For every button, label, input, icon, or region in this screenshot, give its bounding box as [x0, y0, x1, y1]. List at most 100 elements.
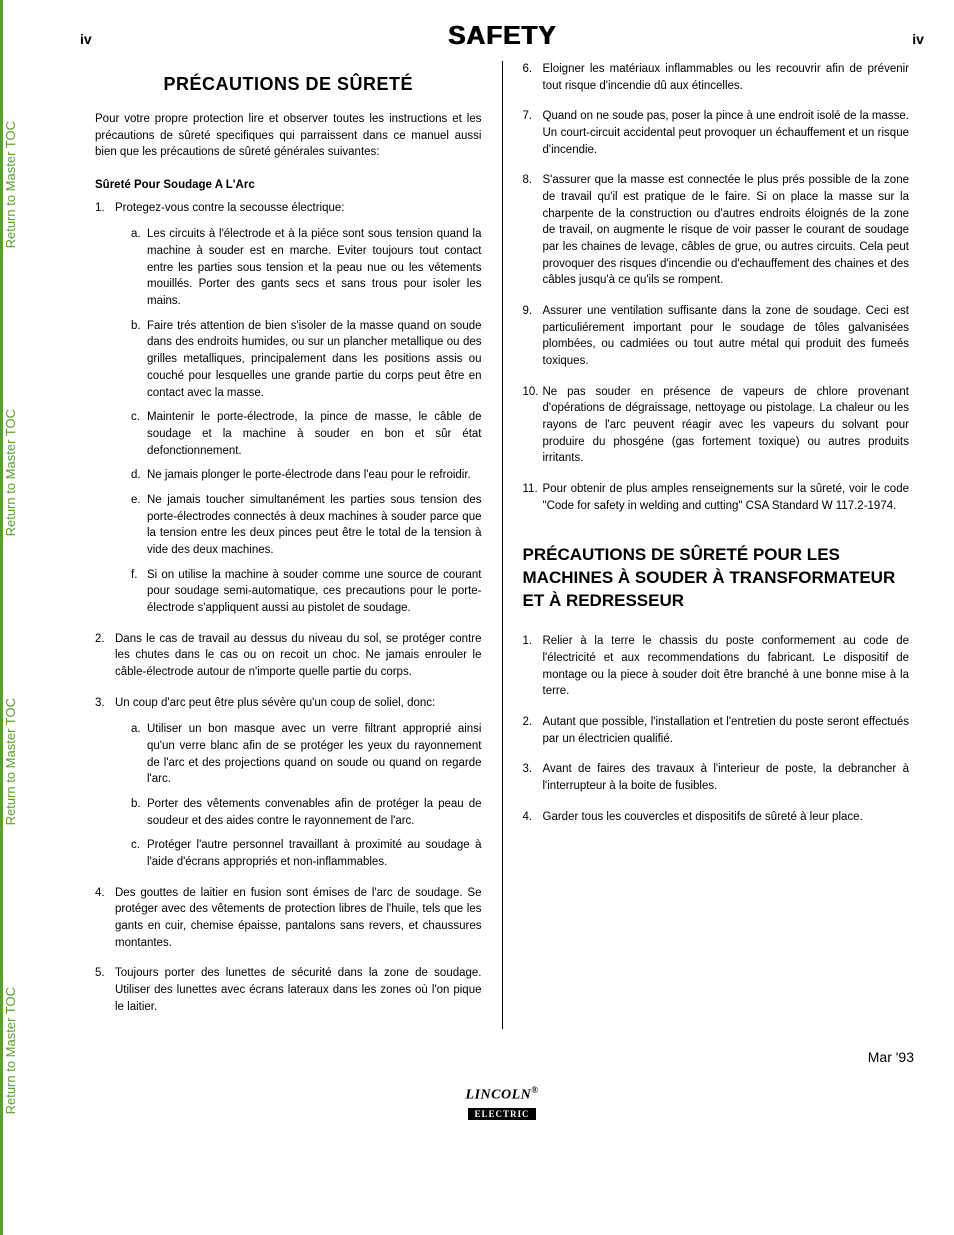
list-item: 4. Garder tous les couvercles et disposit… — [523, 809, 910, 826]
right-second-list: 1. Relier à la terre le chassis du poste … — [523, 633, 910, 825]
sub-list-item: b. Faire trés attention de bien s'isoler … — [131, 318, 482, 401]
list-text: Dans le cas de travail au dessus du nive… — [115, 633, 482, 678]
list-item: 7. Quand on ne soude pas, poser la pince … — [523, 108, 910, 158]
list-item: 4. Des gouttes de laitier en fusion sont … — [95, 885, 482, 952]
list-item: 2. Dans le cas de travail au dessus du ni… — [95, 631, 482, 681]
sub-list-item: a. Les circuits à l'électrode et à la pié… — [131, 226, 482, 309]
sub-list-text: Faire trés attention de bien s'isoler de… — [147, 320, 482, 399]
list-text: Assurer une ventilation suffisante dans … — [543, 305, 910, 367]
sub-list-item: d. Ne jamais plonger le porte-électrode d… — [131, 467, 482, 484]
list-text: Eloigner les matériaux inflammables ou l… — [543, 63, 910, 92]
page-number-right: iv — [912, 31, 924, 47]
sub-list-item: e. Ne jamais toucher simultanément les pa… — [131, 492, 482, 559]
list-item: 10.Ne pas souder en présence de vapeurs … — [523, 384, 910, 467]
sub-list-text: Protéger l'autre personnel travaillant à… — [147, 839, 482, 868]
sub-list-text: Utiliser un bon masque avec un verre fil… — [147, 723, 482, 785]
section-title-machines: PRÉCAUTIONS DE SÛRETÉ POUR LES MACHINES … — [523, 544, 910, 613]
list-item: 8. S'assurer que la masse est connectée l… — [523, 172, 910, 289]
logo-wrap: LINCOLN® ELECTRIC — [80, 1085, 924, 1122]
list-number: 10. — [523, 384, 539, 401]
sub-list-letter: b. — [131, 318, 141, 335]
left-ordered-list: 1. Protegez-vous contre la secousse élect… — [95, 200, 482, 1016]
intro-paragraph: Pour votre propre protection lire et obs… — [95, 111, 482, 161]
sub-list-letter: b. — [131, 796, 141, 813]
sub-list-item: c. Maintenir le porte-électrode, la pince… — [131, 409, 482, 459]
right-column: 6. Eloigner les matériaux inflammables ou… — [503, 61, 925, 1029]
list-number: 1. — [523, 633, 533, 650]
date-footer: Mar '93 — [80, 1049, 924, 1065]
sub-list-item: c. Protéger l'autre personnel travaillant… — [131, 837, 482, 870]
left-column: PRÉCAUTIONS DE SÛRETÉ Pour votre propre … — [80, 61, 503, 1029]
sub-list-letter: c. — [131, 837, 140, 854]
list-item: 2. Autant que possible, l'installation et… — [523, 714, 910, 747]
sub-list-text: Ne jamais plonger le porte-électrode dan… — [147, 469, 471, 481]
list-number: 5. — [95, 965, 105, 982]
list-item: 1. Relier à la terre le chassis du poste … — [523, 633, 910, 700]
list-text: Des gouttes de laitier en fusion sont ém… — [115, 887, 482, 949]
list-number: 2. — [95, 631, 105, 648]
sub-list-letter: c. — [131, 409, 140, 426]
page-header: iv SAFETY iv — [80, 20, 924, 51]
sub-list-text: Ne jamais toucher simultanément les part… — [147, 494, 482, 556]
list-number: 11. — [523, 481, 538, 498]
list-text: Quand on ne soude pas, poser la pince à … — [543, 110, 910, 155]
list-number: 7. — [523, 108, 533, 125]
toc-link-2[interactable]: Return to Master TOC — [3, 399, 50, 546]
list-text: Autant que possible, l'installation et l… — [543, 716, 910, 745]
toc-link-4[interactable]: Return to Master TOC — [3, 977, 50, 1124]
logo-text-bottom: ELECTRIC — [468, 1108, 535, 1120]
sub-list-letter: d. — [131, 467, 141, 484]
lincoln-logo: LINCOLN® ELECTRIC — [466, 1085, 539, 1122]
list-text: Avant de faires des travaux à l'interieu… — [543, 763, 910, 792]
list-text: Relier à la terre le chassis du poste co… — [543, 635, 910, 697]
list-number: 1. — [95, 200, 105, 217]
sub-list-text: Si on utilise la machine à souder comme … — [147, 569, 482, 614]
two-column-layout: PRÉCAUTIONS DE SÛRETÉ Pour votre propre … — [80, 61, 924, 1029]
toc-link-1[interactable]: Return to Master TOC — [3, 111, 50, 258]
sub-list: a. Utiliser un bon masque avec un verre f… — [115, 721, 482, 870]
page-number-left: iv — [80, 31, 92, 47]
sub-list-letter: a. — [131, 226, 141, 243]
logo-reg-icon: ® — [531, 1085, 538, 1095]
sub-list-letter: e. — [131, 492, 141, 509]
sub-list-text: Maintenir le porte-électrode, la pince d… — [147, 411, 482, 456]
list-text: Un coup d'arc peut être plus sévère qu'u… — [115, 697, 435, 709]
list-number: 3. — [95, 695, 105, 712]
sub-list-text: Les circuits à l'électrode et à la piéce… — [147, 228, 482, 307]
list-item: 5. Toujours porter des lunettes de sécuri… — [95, 965, 482, 1015]
sub-list-letter: a. — [131, 721, 141, 738]
sidebar: Return to Master TOC Return to Master TO… — [0, 0, 50, 1235]
list-text: Protegez-vous contre la secousse électri… — [115, 202, 344, 214]
list-number: 3. — [523, 761, 533, 778]
list-number: 9. — [523, 303, 533, 320]
sub-list-letter: f. — [131, 567, 137, 584]
list-number: 4. — [523, 809, 533, 826]
list-number: 6. — [523, 61, 533, 78]
list-item: 9. Assurer une ventilation suffisante dan… — [523, 303, 910, 370]
list-text: Pour obtenir de plus amples renseignemen… — [543, 483, 910, 512]
list-text: Garder tous les couvercles et dispositif… — [543, 811, 863, 823]
list-item: 3. Avant de faires des travaux à l'interi… — [523, 761, 910, 794]
list-number: 4. — [95, 885, 105, 902]
sub-list: a. Les circuits à l'électrode et à la pié… — [115, 226, 482, 616]
list-item: 6. Eloigner les matériaux inflammables ou… — [523, 61, 910, 94]
list-text: S'assurer que la masse est connectée le … — [543, 174, 910, 286]
logo-text-top: LINCOLN — [466, 1088, 532, 1103]
list-item: 3. Un coup d'arc peut être plus sévère qu… — [95, 695, 482, 871]
list-number: 8. — [523, 172, 533, 189]
sub-list-item: f. Si on utilise la machine à souder comm… — [131, 567, 482, 617]
page-title: SAFETY — [448, 20, 557, 51]
sub-list-item: b. Porter des vêtements convenables afin … — [131, 796, 482, 829]
list-text: Ne pas souder en présence de vapeurs de … — [543, 386, 910, 465]
sub-heading-arc: Sûreté Pour Soudage A L'Arc — [95, 177, 482, 194]
list-item: 11. Pour obtenir de plus amples renseigne… — [523, 481, 910, 514]
sub-list-item: a. Utiliser un bon masque avec un verre f… — [131, 721, 482, 788]
right-continued-list: 6. Eloigner les matériaux inflammables ou… — [523, 61, 910, 514]
toc-link-3[interactable]: Return to Master TOC — [3, 688, 50, 835]
list-number: 2. — [523, 714, 533, 731]
section-title-precautions: PRÉCAUTIONS DE SÛRETÉ — [95, 71, 482, 97]
page-content: iv SAFETY iv PRÉCAUTIONS DE SÛRETÉ Pour … — [60, 0, 954, 1235]
sub-list-text: Porter des vêtements convenables afin de… — [147, 798, 482, 827]
list-item: 1. Protegez-vous contre la secousse élect… — [95, 200, 482, 617]
list-text: Toujours porter des lunettes de sécurité… — [115, 967, 482, 1012]
